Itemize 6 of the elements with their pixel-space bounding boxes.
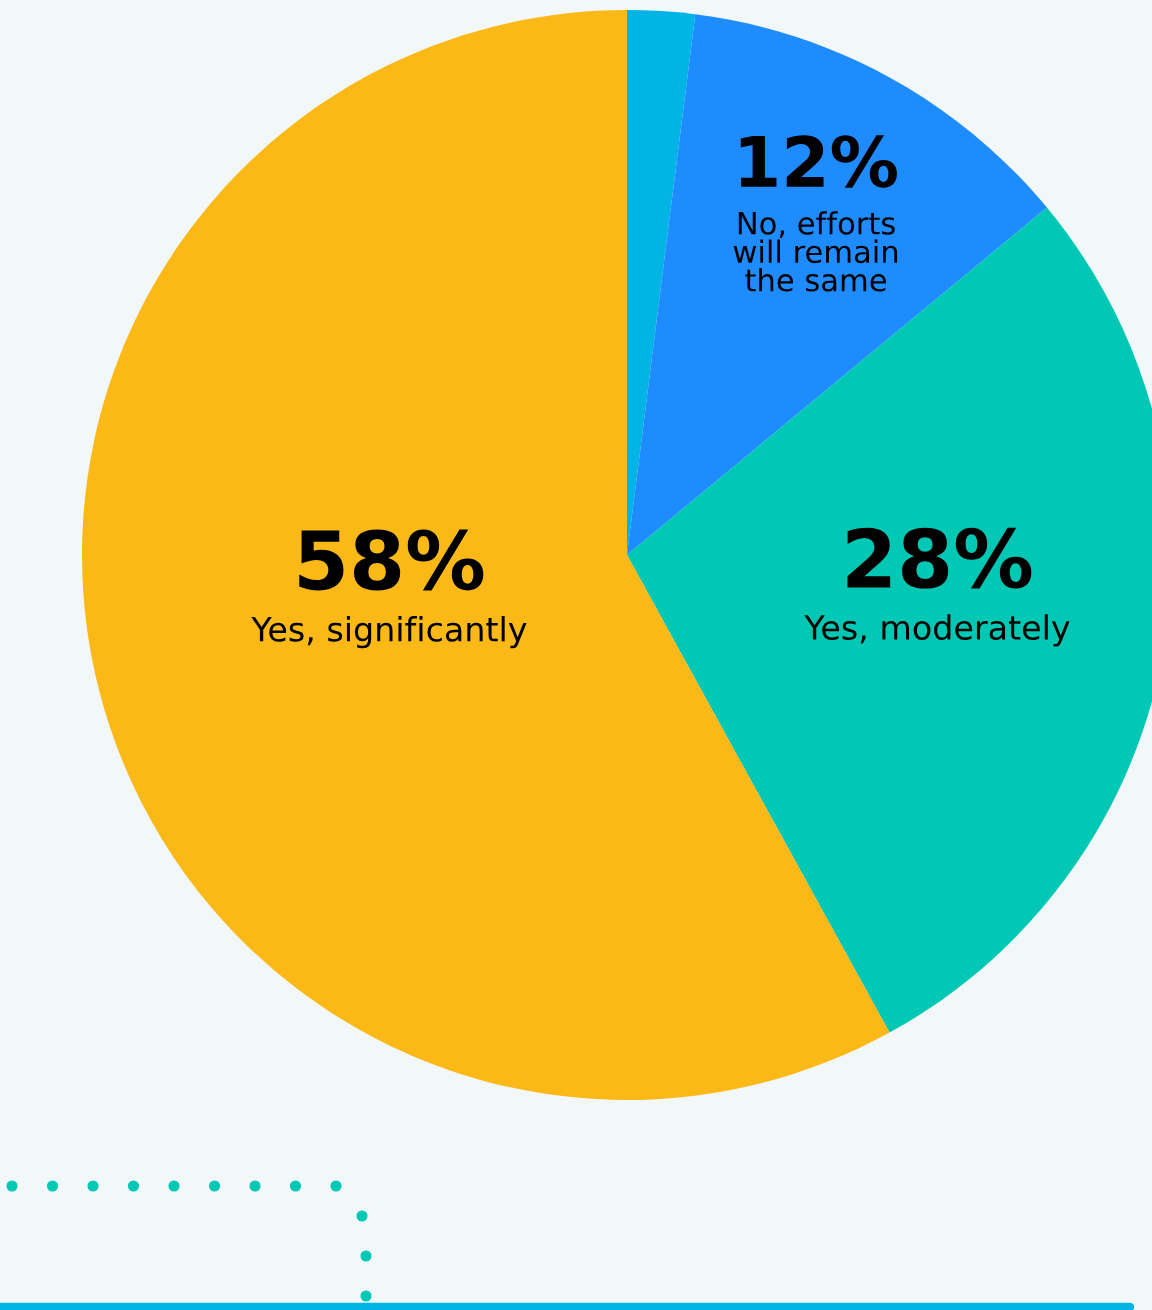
data-label: 58% bbox=[299, 529, 484, 591]
slice-label: Yes, moderately bbox=[804, 614, 1070, 647]
slice-label: Yes, significantly bbox=[251, 615, 527, 649]
slice-label: No, efforts will remain the same bbox=[733, 211, 898, 292]
data-label: 28% bbox=[847, 527, 1032, 589]
data-label: 12% bbox=[740, 135, 897, 188]
